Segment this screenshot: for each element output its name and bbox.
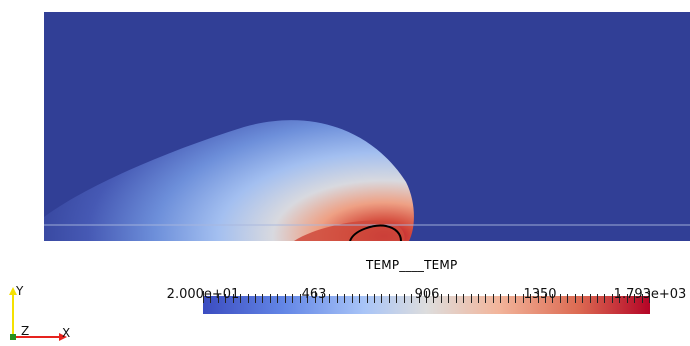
- orientation-axes: Y X Z: [4, 282, 74, 342]
- temperature-field[interactable]: [44, 12, 690, 241]
- axis-y-label: Y: [16, 284, 24, 298]
- colorbar-ticks: [203, 291, 650, 303]
- orientation-axes-icon: [9, 287, 67, 341]
- axis-z-label: Z: [21, 324, 30, 338]
- axis-x-label: X: [62, 326, 71, 340]
- temperature-plume: [44, 120, 690, 241]
- colorbar-tick-906: 906: [414, 287, 440, 302]
- colorbar-tick-1350: 1350: [523, 287, 557, 302]
- colorbar-tick-463: 463: [301, 287, 327, 302]
- plume-region: [44, 120, 414, 241]
- colorbar-title: TEMP____TEMP: [366, 258, 458, 272]
- melt-pool-contour: [349, 224, 402, 241]
- colorbar-tick-min: 2.000e+01: [166, 287, 240, 302]
- colorbar-tick-max: 1.793e+03: [613, 287, 687, 302]
